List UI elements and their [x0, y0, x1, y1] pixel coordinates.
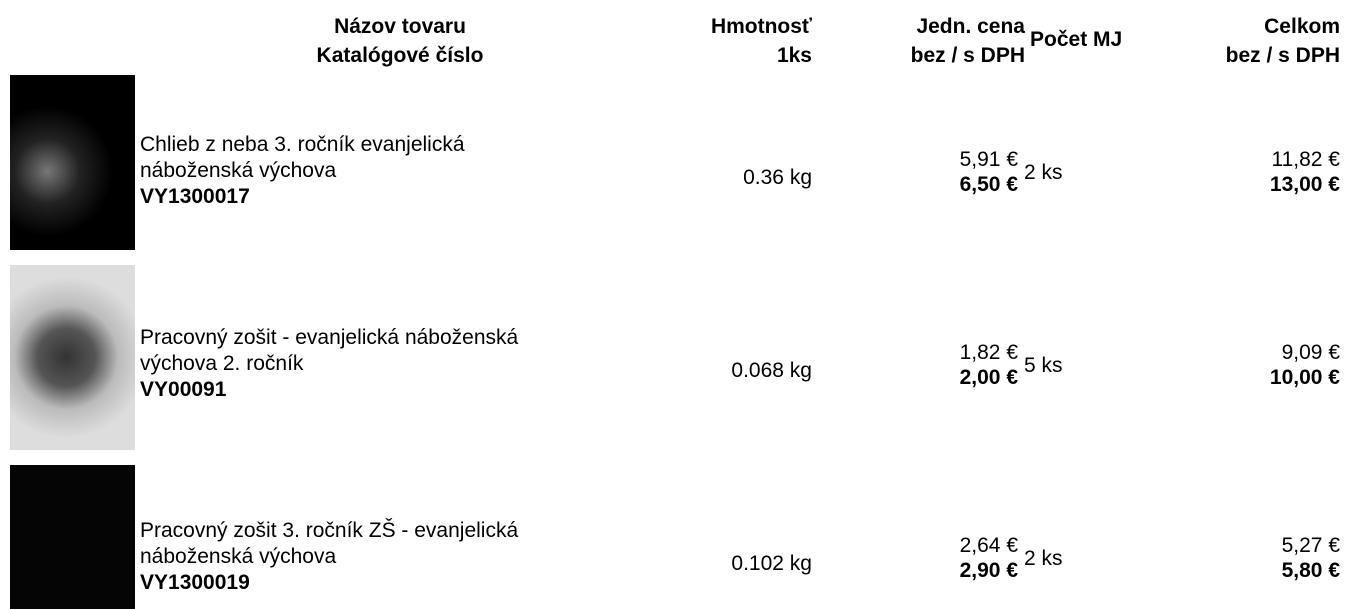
price-gross: 2,00 €: [960, 365, 1018, 391]
total-net: 9,09 €: [1282, 340, 1340, 366]
header-name: Názov tovaru: [250, 14, 550, 40]
product-name: Pracovný zošit - evanjelická náboženská: [140, 325, 518, 351]
header-total: bez / s DPH: [1226, 43, 1340, 69]
weight: 0.068 kg: [731, 358, 812, 384]
total-gross: 5,80 €: [1282, 558, 1340, 584]
product-image: [10, 265, 135, 450]
quantity: 2 ks: [1024, 546, 1063, 572]
price-net: 5,91 €: [960, 147, 1018, 173]
price-gross: 2,90 €: [960, 558, 1018, 584]
price-net: 1,82 €: [960, 340, 1018, 366]
product-code: VY1300019: [140, 570, 250, 596]
header-quantity: Počet MJ: [1030, 27, 1122, 53]
product-name: Pracovný zošit 3. ročník ZŠ - evanjelick…: [140, 518, 518, 544]
quantity: 5 ks: [1024, 353, 1063, 379]
header-weight: 1ks: [777, 43, 812, 69]
header-total: Celkom: [1264, 14, 1340, 40]
price-gross: 6,50 €: [960, 172, 1018, 198]
product-name: náboženská výchova: [140, 158, 336, 184]
order-table: Názov tovaru Katalógové číslo Hmotnosť 1ks J…: [0, 0, 1351, 609]
product-image: [10, 465, 135, 609]
total-net: 11,82 €: [1271, 147, 1340, 173]
header-weight: Hmotnosť: [711, 14, 812, 40]
product-name: výchova 2. ročník: [140, 351, 303, 377]
weight: 0.102 kg: [731, 551, 812, 577]
quantity: 2 ks: [1024, 160, 1063, 186]
product-code: VY1300017: [140, 184, 250, 210]
header-unit-price: bez / s DPH: [911, 43, 1025, 69]
weight: 0.36 kg: [743, 165, 812, 191]
header-unit-price: Jedn. cena: [916, 14, 1025, 40]
product-name: náboženská výchova: [140, 544, 336, 570]
total-gross: 13,00 €: [1270, 172, 1340, 198]
product-image: [10, 75, 135, 250]
price-net: 2,64 €: [960, 533, 1018, 559]
product-name: Chlieb z neba 3. ročník evanjelická: [140, 132, 465, 158]
header-name: Katalógové číslo: [250, 43, 550, 69]
product-code: VY00091: [140, 377, 226, 403]
total-gross: 10,00 €: [1270, 365, 1340, 391]
total-net: 5,27 €: [1282, 533, 1340, 559]
